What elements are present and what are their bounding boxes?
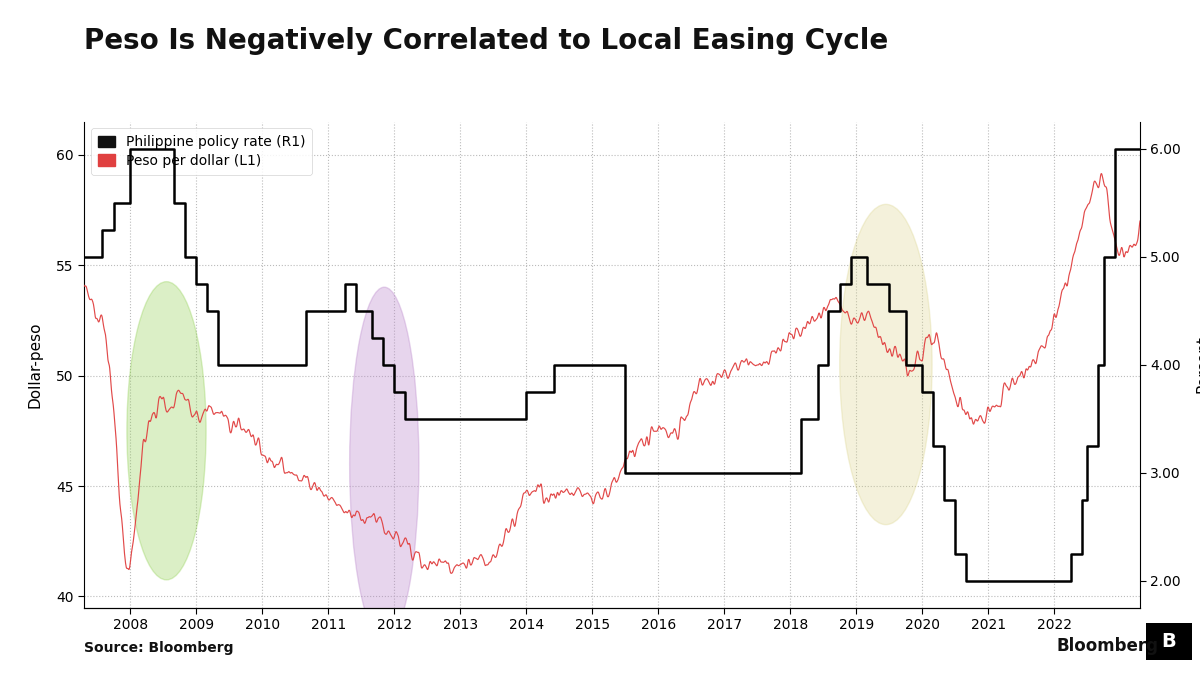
Text: Peso Is Negatively Correlated to Local Easing Cycle: Peso Is Negatively Correlated to Local E… [84,27,888,55]
Y-axis label: Percent: Percent [1195,335,1200,394]
Ellipse shape [127,281,206,580]
Ellipse shape [840,205,932,524]
Text: Source: Bloomberg: Source: Bloomberg [84,641,234,655]
Text: B: B [1162,632,1176,651]
Y-axis label: Dollar-peso: Dollar-peso [28,321,42,408]
Ellipse shape [349,287,419,641]
Text: Bloomberg: Bloomberg [1056,637,1158,655]
Text: ■: ■ [1157,630,1181,653]
Legend: Philippine policy rate (R1), Peso per dollar (L1): Philippine policy rate (R1), Peso per do… [91,128,312,175]
